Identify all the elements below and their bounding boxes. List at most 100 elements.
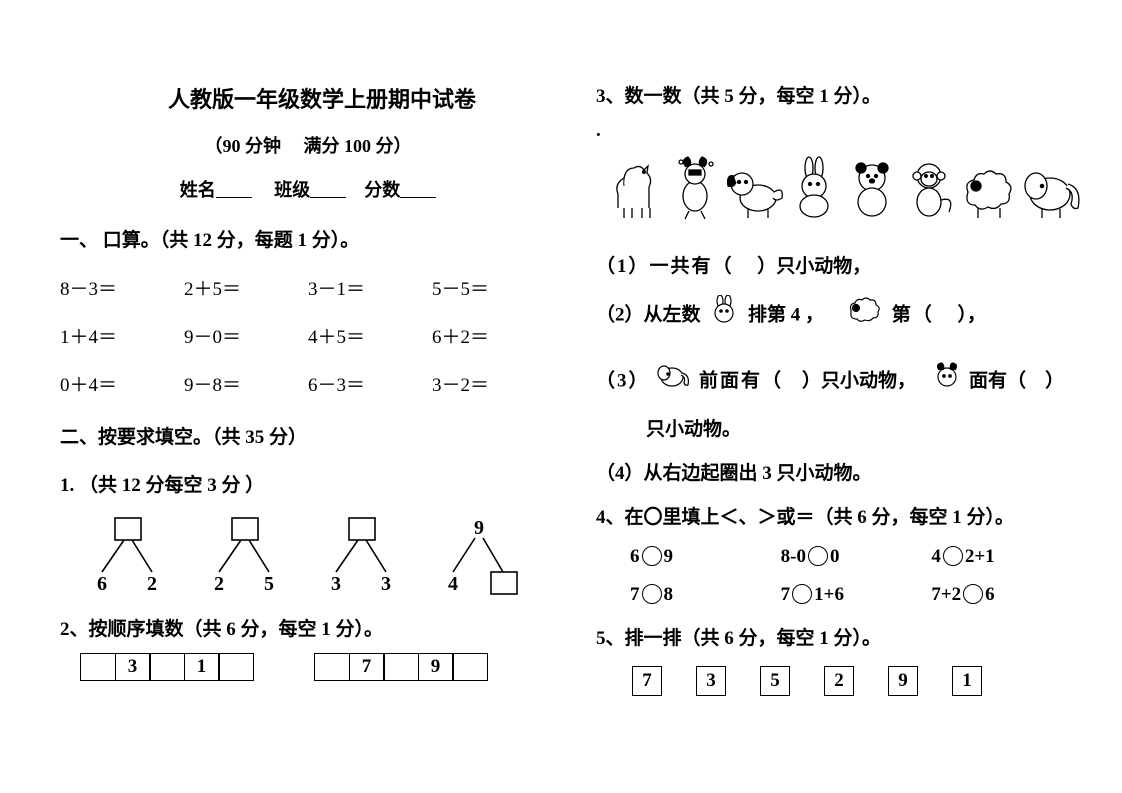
rabbit-icon <box>707 295 741 337</box>
arith-cell: 0＋4＝ <box>60 369 184 403</box>
comparison-grid: 698-0042+1 7871+67+26 <box>596 540 1082 612</box>
sequence-cell <box>383 653 419 681</box>
svg-text:5: 5 <box>264 573 274 595</box>
sort-box: 3 <box>696 666 726 696</box>
score-label: 分数 <box>364 180 400 200</box>
comparison-cell: 8-00 <box>781 540 932 574</box>
svg-text:9: 9 <box>474 517 484 539</box>
q3-1b: ）只小动物， <box>757 256 871 277</box>
page: 人教版一年级数学上册期中试卷 （90 分钟 满分 100 分） 姓名 班级 分数… <box>0 0 1122 793</box>
section-1-head: 一、 口算。（共 12 分，每题 1 分）。 <box>60 224 556 258</box>
sort-row: 735291 <box>596 666 1082 696</box>
comparison-row: 7871+67+26 <box>596 578 1082 612</box>
svg-text:3: 3 <box>381 573 391 595</box>
arith-cell: 6＋2＝ <box>432 321 556 355</box>
sequence-cell: 7 <box>349 653 385 681</box>
circle-blank <box>642 584 662 604</box>
q3-3c: ）只小动物， <box>802 370 916 391</box>
svg-text:2: 2 <box>147 573 157 595</box>
circle-blank <box>943 546 963 566</box>
sheep-icon <box>845 296 885 336</box>
arith-cell: 5－5＝ <box>432 273 556 307</box>
q3-1a: （1）一共有（ <box>596 256 734 277</box>
q3-3a: （3） <box>596 370 650 391</box>
animal-icon <box>901 154 959 220</box>
comparison-cell: 42+1 <box>931 540 1082 574</box>
section-3-head: 3、数一数（共 5 分，每空 1 分）。 <box>596 80 1082 114</box>
q3-2c: 第（ <box>892 304 934 325</box>
sequence-cell <box>149 653 185 681</box>
comparison-cell: 71+6 <box>781 578 932 612</box>
arith-cell: 9－8＝ <box>184 369 308 403</box>
student-fields: 姓名 班级 分数 <box>60 174 556 206</box>
q3-3e: ） <box>1045 370 1064 391</box>
q3-2: （2）从左数 排第 4 ， 第（ ）， <box>596 295 1082 337</box>
circle-blank <box>792 584 812 604</box>
full-score-label: 满分 100 分） <box>304 136 412 156</box>
q3-3d: 面有（ <box>969 370 1026 391</box>
section-4-head: 4、在〇里填上＜、＞或＝（共 6 分，每空 1 分）。 <box>596 501 1082 535</box>
circle-blank <box>808 546 828 566</box>
sort-box: 7 <box>632 666 662 696</box>
animals-row <box>596 148 1082 226</box>
dog-icon <box>932 361 962 403</box>
sequence-cell <box>452 653 488 681</box>
arith-cell: 2＋5＝ <box>184 273 308 307</box>
q3-2d: ）， <box>958 304 987 325</box>
svg-text:6: 6 <box>97 573 107 595</box>
arith-cell: 9－0＝ <box>184 321 308 355</box>
q3-4: （4）从右边起圈出 3 只小动物。 <box>596 457 1082 491</box>
number-bond: 6 2 <box>80 514 175 599</box>
circle-blank <box>642 546 662 566</box>
comparison-cell: 7+26 <box>931 578 1082 612</box>
arith-cell: 4＋5＝ <box>308 321 432 355</box>
sequence-b: 79 <box>314 653 488 681</box>
sequence-cell: 1 <box>184 653 220 681</box>
animal-icon <box>958 154 1020 220</box>
q3-2a: （2）从左数 <box>596 304 701 325</box>
comparison-cell: 78 <box>630 578 781 612</box>
svg-text:3: 3 <box>331 573 341 595</box>
q2-2-head: 2、按顺序填数（共 6 分，每空 1 分）。 <box>60 613 556 647</box>
q3-2b: 排第 4 ， <box>748 304 824 325</box>
q2-1-head: 1. （共 12 分每空 3 分 ） <box>60 469 556 503</box>
circle-blank <box>963 584 983 604</box>
sequence-row: 31 79 <box>60 653 556 681</box>
animal-icon <box>786 154 844 220</box>
section-5-head: 5、排一排（共 6 分，每空 1 分）。 <box>596 622 1082 656</box>
animal-icon <box>606 154 666 220</box>
number-bond: 3 3 <box>314 514 409 599</box>
exam-subtitle: （90 分钟 满分 100 分） <box>60 130 556 162</box>
sequence-a: 31 <box>80 653 254 681</box>
q3-1: （1）一共有（ ）只小动物， <box>596 250 1082 284</box>
comparison-row: 698-0042+1 <box>596 540 1082 574</box>
arith-row: 8－3＝2＋5＝3－1＝5－5＝ <box>60 273 556 307</box>
number-bond: 9 4 <box>431 514 526 599</box>
svg-text:4: 4 <box>448 573 458 595</box>
sequence-cell: 3 <box>115 653 151 681</box>
exam-title: 人教版一年级数学上册期中试卷 <box>60 80 556 120</box>
sort-box: 5 <box>760 666 790 696</box>
animal-icon <box>1020 154 1082 220</box>
animal-icon <box>843 154 901 220</box>
comparison-cell: 69 <box>630 540 781 574</box>
right-column: 3、数一数（共 5 分，每空 1 分）。 . （1）一共有（ ）只小动物， （2… <box>576 80 1092 773</box>
arith-row: 1＋4＝9－0＝4＋5＝6＋2＝ <box>60 321 556 355</box>
arith-cell: 8－3＝ <box>60 273 184 307</box>
elephant-icon <box>656 361 692 403</box>
sequence-cell <box>80 653 116 681</box>
sequence-cell <box>218 653 254 681</box>
left-column: 人教版一年级数学上册期中试卷 （90 分钟 满分 100 分） 姓名 班级 分数… <box>60 80 576 773</box>
q3-3: （3） 前面有（ ）只小动物， 面有（ ） <box>596 361 1082 403</box>
sort-box: 2 <box>824 666 854 696</box>
sequence-cell: 9 <box>418 653 454 681</box>
arith-row: 0＋4＝9－8＝6－3＝3－2＝ <box>60 369 556 403</box>
q3-3f: 只小动物。 <box>596 413 1082 447</box>
arith-cell: 1＋4＝ <box>60 321 184 355</box>
arith-cell: 3－2＝ <box>432 369 556 403</box>
sort-box: 9 <box>888 666 918 696</box>
arith-cell: 6－3＝ <box>308 369 432 403</box>
number-bond: 2 5 <box>197 514 292 599</box>
arithmetic-grid: 8－3＝2＋5＝3－1＝5－5＝ 1＋4＝9－0＝4＋5＝6＋2＝ 0＋4＝9－8＝… <box>60 273 556 404</box>
number-bonds: 6 2 2 5 3 3 9 4 <box>60 504 556 599</box>
